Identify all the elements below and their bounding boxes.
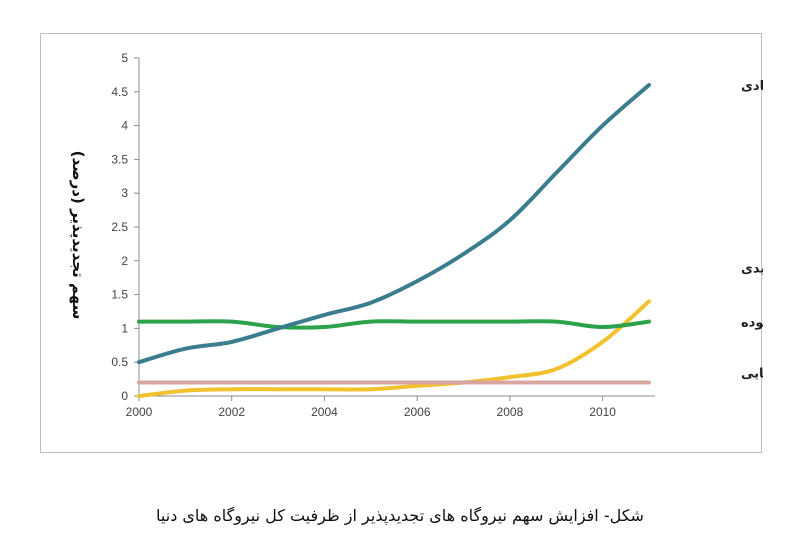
x-tick-label: 2010 bbox=[589, 405, 616, 419]
x-tick-label: 2000 bbox=[126, 405, 153, 419]
y-tick-label: 1 bbox=[121, 321, 128, 335]
x-tick-label: 2006 bbox=[404, 405, 431, 419]
series-line-wind bbox=[137, 83, 651, 365]
y-tick-label: 3 bbox=[121, 186, 128, 200]
series-label-solar: خورشیدی bbox=[741, 262, 763, 277]
figure-caption: شکل- افزایش سهم نیروگاه های تجدیدپذیر از… bbox=[156, 506, 644, 525]
y-tick-label: 1.5 bbox=[111, 288, 128, 302]
y-axis-label: سهم تجدیدپذیر (درصد) bbox=[68, 151, 87, 320]
series-labels: بادی خورشیدی زیست توده زمین گرمایی bbox=[741, 79, 763, 381]
y-tick-label: 4 bbox=[121, 119, 128, 133]
axes bbox=[134, 57, 655, 401]
series-label-biomass: زیست توده bbox=[741, 316, 763, 331]
x-tick-label: 2002 bbox=[218, 405, 245, 419]
x-tick-label: 2004 bbox=[311, 405, 338, 419]
y-tick-label: 5 bbox=[121, 51, 128, 65]
series-label-wind: بادی bbox=[741, 79, 763, 94]
y-tick-label: 0.5 bbox=[111, 355, 128, 369]
y-tick-label: 0 bbox=[121, 389, 128, 403]
series-label-geothermal: زمین گرمایی bbox=[741, 365, 763, 381]
y-tick-label: 2 bbox=[121, 254, 128, 268]
tick-labels: 0 0.5 1 1.5 2 2.5 3 3.5 4 4.5 5 2000 2002 2004 2006 200… bbox=[111, 51, 616, 419]
series-line-solar bbox=[137, 299, 651, 398]
x-tick-label: 2008 bbox=[497, 405, 524, 419]
y-tick-label: 2.5 bbox=[111, 220, 128, 234]
series-lines bbox=[137, 83, 651, 398]
y-tick-label: 3.5 bbox=[111, 152, 128, 166]
y-tick-label: 4.5 bbox=[111, 85, 128, 99]
chart-frame: 0 0.5 1 1.5 2 2.5 3 3.5 4 4.5 5 2000 2002 2004 2006 200… bbox=[40, 33, 763, 453]
series-line-biomass bbox=[137, 319, 651, 330]
line-chart: 0 0.5 1 1.5 2 2.5 3 3.5 4 4.5 5 2000 2002 2004 2006 200… bbox=[68, 51, 763, 419]
